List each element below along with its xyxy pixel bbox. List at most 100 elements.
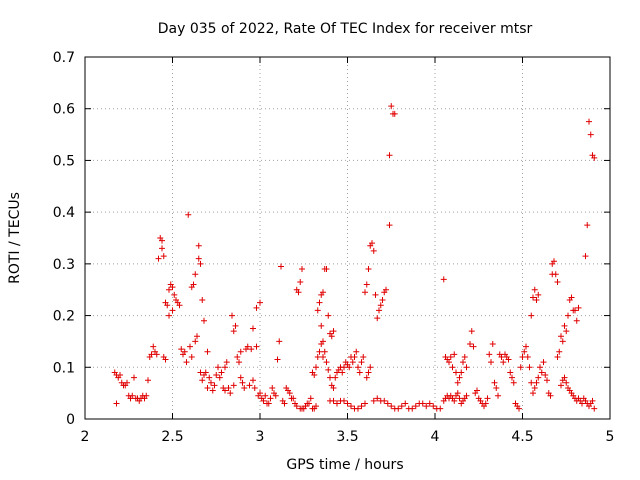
data-point [239,379,246,386]
data-point [204,384,211,391]
data-point [437,405,444,412]
data-point [313,403,319,410]
x-tick-label: 3 [256,429,265,445]
data-point [192,271,199,278]
data-point [470,343,477,350]
data-point [253,343,260,350]
chart-title: Day 035 of 2022, Rate Of TEC Index for r… [158,21,533,37]
x-tick-label: 2.5 [161,429,183,445]
data-point [573,317,580,324]
data-point [281,400,288,407]
x-tick-label: 2 [81,429,90,445]
data-point [528,379,535,386]
y-tick-label: 0.4 [53,205,75,221]
data-point [318,341,325,348]
data-point [454,379,461,386]
data-point [484,395,491,402]
data-point [349,359,356,366]
data-point [225,384,232,391]
data-point [202,369,209,376]
y-tick-label: 0 [66,412,75,428]
data-point [531,286,538,293]
data-point [209,387,216,394]
data-point [533,297,540,304]
data-point [582,253,589,260]
data-point [519,353,526,360]
data-point [369,240,375,247]
data-point [260,397,267,404]
data-point [579,400,585,407]
y-axis-ticks: 0 0.1 0.2 0.3 0.4 0.5 0.6 0.7 [53,50,610,428]
data-point [341,397,347,404]
y-axis-label: ROTI / TECUs [7,192,23,284]
data-point [290,395,297,402]
data-point [461,353,468,360]
data-point [509,374,515,381]
data-point [160,253,167,260]
data-point [460,359,466,366]
data-point [542,372,549,379]
data-point [363,281,370,288]
data-point [178,346,185,353]
data-point [547,392,554,399]
data-point [365,266,372,273]
data-point [299,266,305,273]
data-point [199,377,206,384]
data-point [498,353,505,360]
data-point [523,343,529,350]
data-point [185,211,192,218]
data-point [346,364,353,371]
data-point [384,400,391,407]
data-point [195,242,202,249]
data-point [544,377,550,384]
data-point [381,397,388,404]
data-point [124,379,130,386]
data-point [222,364,228,371]
data-point [489,341,496,348]
data-point [467,341,473,348]
data-point [323,266,330,273]
data-point [306,400,312,407]
data-point [510,379,517,386]
data-point [274,356,281,363]
data-point [521,348,528,355]
data-point [370,247,377,254]
data-point [458,369,465,376]
data-point [451,397,458,404]
data-point [197,369,204,376]
data-point [230,382,237,389]
data-point [370,397,377,404]
data-point [526,364,533,371]
data-point [117,372,123,379]
data-point [488,359,494,366]
data-point [316,299,323,306]
data-point [531,384,538,391]
data-point [341,364,347,371]
data-point [447,353,454,360]
data-point [344,400,351,407]
data-point [558,382,564,389]
data-point [533,379,540,386]
data-point [194,333,200,340]
data-point [412,403,419,410]
data-point [360,353,367,360]
data-point [556,348,563,355]
data-point [554,353,561,360]
data-point [537,364,543,371]
data-point [241,384,248,391]
data-point [530,390,536,397]
data-point [398,403,405,410]
data-point [446,359,452,366]
data-point [516,405,522,412]
data-point [206,374,213,381]
data-point [330,328,337,335]
data-point [468,328,475,335]
data-point [495,392,501,399]
data-point [358,403,365,410]
data-point [227,390,234,397]
x-axis-label: GPS time / hours [286,457,403,473]
data-points [111,103,598,412]
data-point [222,387,228,394]
data-point [295,289,302,296]
